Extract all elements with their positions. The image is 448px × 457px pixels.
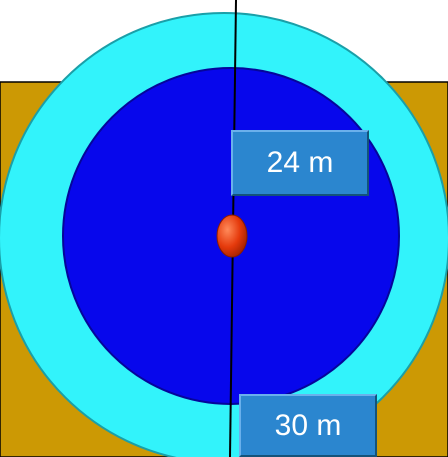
inner-radius-label: 24 m [231, 130, 369, 196]
center-marker [216, 214, 248, 258]
outer-radius-label: 30 m [239, 394, 377, 457]
